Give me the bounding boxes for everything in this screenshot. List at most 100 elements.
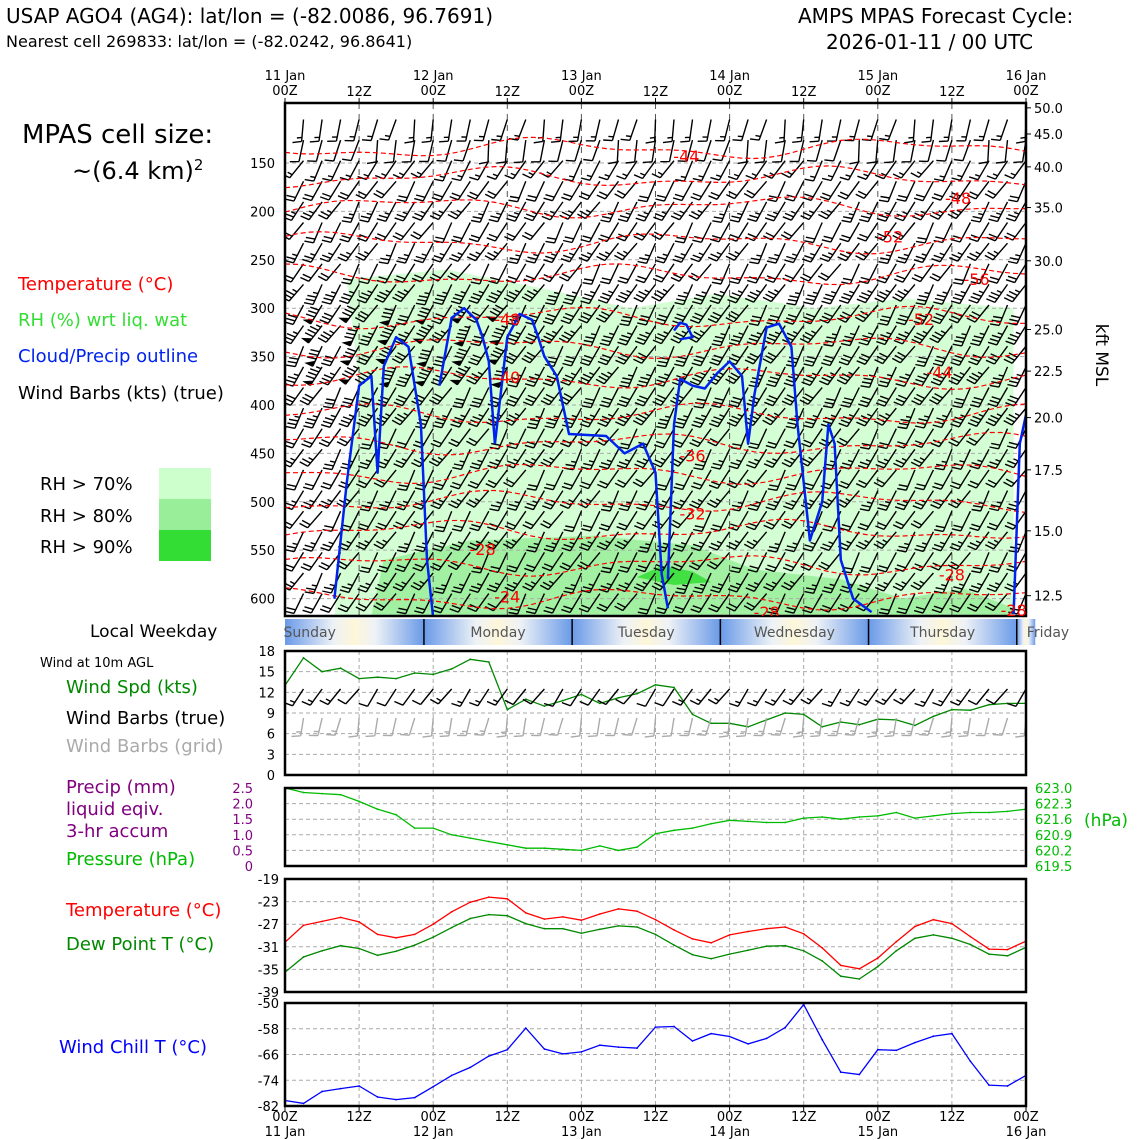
true-wind-barb — [615, 688, 638, 705]
profile-barb — [651, 283, 675, 302]
profile-barb — [933, 222, 953, 244]
profile-barb — [746, 325, 768, 346]
wind-ytick: 18 — [258, 645, 275, 660]
pressure-line-point — [876, 815, 879, 817]
profile-barb — [635, 263, 657, 284]
profile-barb — [559, 551, 582, 571]
profile-barb — [913, 366, 934, 387]
true-wind-barb — [672, 688, 694, 706]
wind-speed-line-point — [691, 713, 694, 716]
profile-barb — [985, 345, 1009, 365]
profile-barb — [467, 180, 490, 200]
profile-barb — [670, 325, 694, 344]
dewpoint-line-point — [395, 950, 397, 953]
grid-wind-barb — [696, 717, 712, 736]
grid-wind-barb — [718, 717, 731, 738]
profile-barb — [507, 366, 527, 388]
profile-barb — [1005, 325, 1026, 345]
profile-barb — [522, 510, 545, 530]
profile-barb — [596, 180, 620, 200]
profile-barb — [910, 572, 934, 591]
temperature-ytick: -27 — [258, 918, 279, 933]
profile-barb — [655, 593, 675, 615]
wind-speed-line-point — [951, 708, 953, 711]
profile-barb — [356, 284, 379, 304]
profile-barb — [285, 180, 305, 202]
profile-barb — [373, 469, 397, 488]
kft-tick: 17.5 — [1034, 464, 1063, 479]
profile-barb — [286, 345, 305, 368]
profile-barb — [526, 469, 546, 491]
profile-barb — [323, 387, 342, 409]
profile-barb — [969, 387, 990, 408]
profile-barb — [449, 180, 471, 201]
profile-barb — [765, 552, 786, 573]
profile-barb — [581, 449, 601, 470]
temperature-line-point — [450, 910, 453, 913]
profile-barb — [563, 572, 583, 594]
profile-barb — [410, 572, 434, 591]
profile-barb — [563, 449, 583, 471]
profile-barb — [638, 531, 657, 553]
temperature-line-point — [802, 932, 805, 935]
profile-barb — [285, 407, 305, 429]
profile-barb — [878, 242, 897, 265]
dewpoint-line-point — [506, 914, 509, 917]
profile-barb — [636, 490, 657, 511]
profile-barb — [599, 387, 620, 408]
profile-barb — [413, 242, 434, 264]
weekday-segment — [1016, 619, 1036, 645]
profile-barb — [578, 180, 601, 201]
profile-barb — [875, 510, 897, 531]
profile-barb — [986, 572, 1009, 593]
pressure-line-point — [432, 827, 435, 829]
profile-barb — [673, 469, 694, 491]
profile-barb — [818, 551, 842, 571]
precip-ytick: 2.5 — [232, 782, 253, 797]
true-wind-barb — [707, 688, 731, 705]
profile-barb — [447, 551, 471, 571]
wind-ytick: 12 — [258, 686, 275, 701]
profile-barb — [933, 284, 953, 305]
profile-barb — [579, 469, 601, 490]
kft-tick: 50.0 — [1034, 102, 1063, 117]
kft-tick: 20.0 — [1034, 412, 1063, 427]
profile-barb — [619, 304, 638, 327]
profile-barb — [691, 407, 712, 428]
profile-barb — [652, 325, 675, 345]
profile-barb — [522, 572, 545, 592]
profile-barb — [633, 283, 657, 303]
grid-wind-barb — [605, 717, 620, 737]
profile-barb — [508, 181, 527, 203]
profile-barb — [568, 119, 583, 143]
profile-barb — [433, 160, 453, 182]
windchill-line-point — [302, 1102, 305, 1105]
profile-barb — [506, 490, 527, 511]
legend-wind: Wind Barbs (kts) (true) — [18, 383, 224, 404]
profile-barb — [562, 222, 583, 244]
profile-barb — [801, 366, 823, 386]
profile-barb — [508, 593, 527, 615]
profile-barb — [393, 387, 416, 407]
profile-barb — [893, 448, 916, 468]
profile-barb — [392, 283, 416, 303]
profile-barb — [376, 201, 397, 222]
profile-barb — [451, 572, 471, 594]
cloud-outline-path — [493, 312, 670, 609]
wind-speed-line-point — [784, 712, 787, 714]
profile-barb — [430, 490, 453, 510]
grid-wind-barb — [456, 717, 471, 737]
windchill-line-point — [580, 1051, 583, 1053]
profile-barb — [525, 181, 546, 202]
profile-barb — [952, 387, 972, 409]
profile-barb — [763, 448, 786, 468]
weekday-label: Friday — [1027, 625, 1069, 641]
profile-barb — [690, 593, 712, 613]
temperature-line-point — [691, 938, 694, 940]
profile-barb — [675, 572, 694, 595]
windchill-line-point — [691, 1040, 694, 1042]
model-title: AMPS MPAS Forecast Cycle: — [798, 4, 1074, 28]
bottom-time-tick: 00Z 16 Jan — [1006, 1110, 1047, 1140]
profile-barb — [585, 119, 601, 142]
dewpoint-line-point — [876, 965, 879, 968]
